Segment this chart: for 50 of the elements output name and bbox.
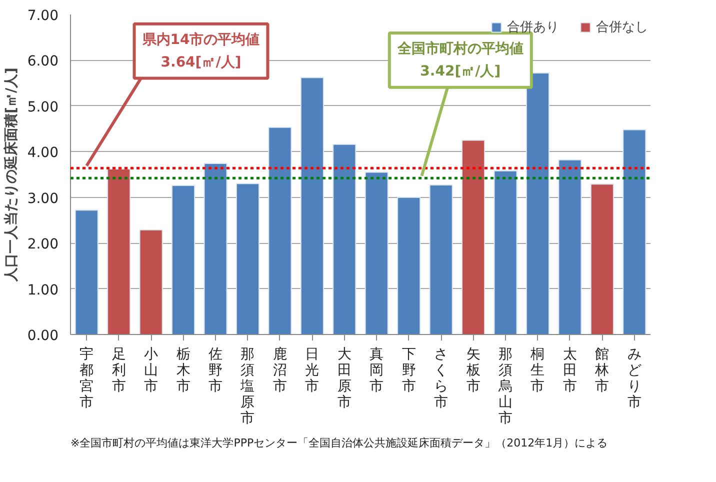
bar <box>429 184 453 334</box>
ref-line-label: 全国市町村の平均値 3.42[㎡/人] <box>396 40 524 80</box>
x-tick-label: 太田市 <box>562 346 577 394</box>
y-tick-label: 0.00 <box>27 328 58 344</box>
y-tick-label: 7.00 <box>27 8 58 24</box>
legend-label: 合併あり <box>507 19 559 36</box>
y-tick-label: 2.00 <box>27 236 58 253</box>
bar <box>397 196 421 334</box>
bar <box>74 210 98 334</box>
x-tick-label: 下野市 <box>402 346 416 394</box>
text: ※全国市町村の平均値は東洋大学PPPセンター「全国自治体公共施設延床面積データ」（2012年1月）による <box>70 436 608 450</box>
bar <box>494 170 518 334</box>
x-tick-label: みどり市 <box>627 346 642 410</box>
bar <box>526 72 550 334</box>
bar <box>622 129 646 334</box>
bar <box>590 184 614 334</box>
legend-label: 合併なし <box>596 19 648 36</box>
x-tick-label: 那須塩原市 <box>240 346 255 426</box>
y-axis-title: 人口一人当たりの延床面積[㎡/人] <box>2 68 20 282</box>
x-tick-label: 宇都宮市 <box>80 346 94 410</box>
bar <box>204 163 228 334</box>
x-tick-label: 栃木市 <box>176 346 190 394</box>
x-tick-label: 鹿沼市 <box>272 346 287 394</box>
bar <box>107 168 131 334</box>
x-tick-label: 館林市 <box>594 346 610 394</box>
y-tick-label: 5.00 <box>27 99 58 116</box>
y-tick-label: 3.00 <box>27 190 58 207</box>
bar <box>139 229 163 334</box>
x-tick-label: さくら市 <box>434 346 448 410</box>
x-tick-label: 足利市 <box>112 346 126 394</box>
bar <box>268 126 292 334</box>
y-tick-label: 4.00 <box>27 145 58 162</box>
bar <box>172 184 196 334</box>
x-tick-label: 大田原市 <box>337 346 352 410</box>
bar <box>236 183 260 334</box>
bar <box>462 140 486 334</box>
bar <box>300 77 324 334</box>
x-tick-label: 日光市 <box>305 346 320 394</box>
x-tick-label: 真岡市 <box>370 346 384 394</box>
x-tick-label: 佐野市 <box>208 346 222 394</box>
y-tick-label: 1.00 <box>27 282 58 298</box>
ref-line-label: 県内14市の平均値 3.64[㎡/人] <box>141 30 260 70</box>
bar <box>364 172 388 334</box>
x-tick-label: 小山市 <box>144 346 158 394</box>
bar <box>332 144 356 334</box>
x-tick-label: 那須烏山市 <box>498 346 512 426</box>
x-tick-label: 矢板市 <box>465 346 480 394</box>
bar <box>558 159 582 334</box>
y-tick-label: 6.00 <box>27 54 58 70</box>
x-tick-label: 桐生市 <box>530 346 545 394</box>
